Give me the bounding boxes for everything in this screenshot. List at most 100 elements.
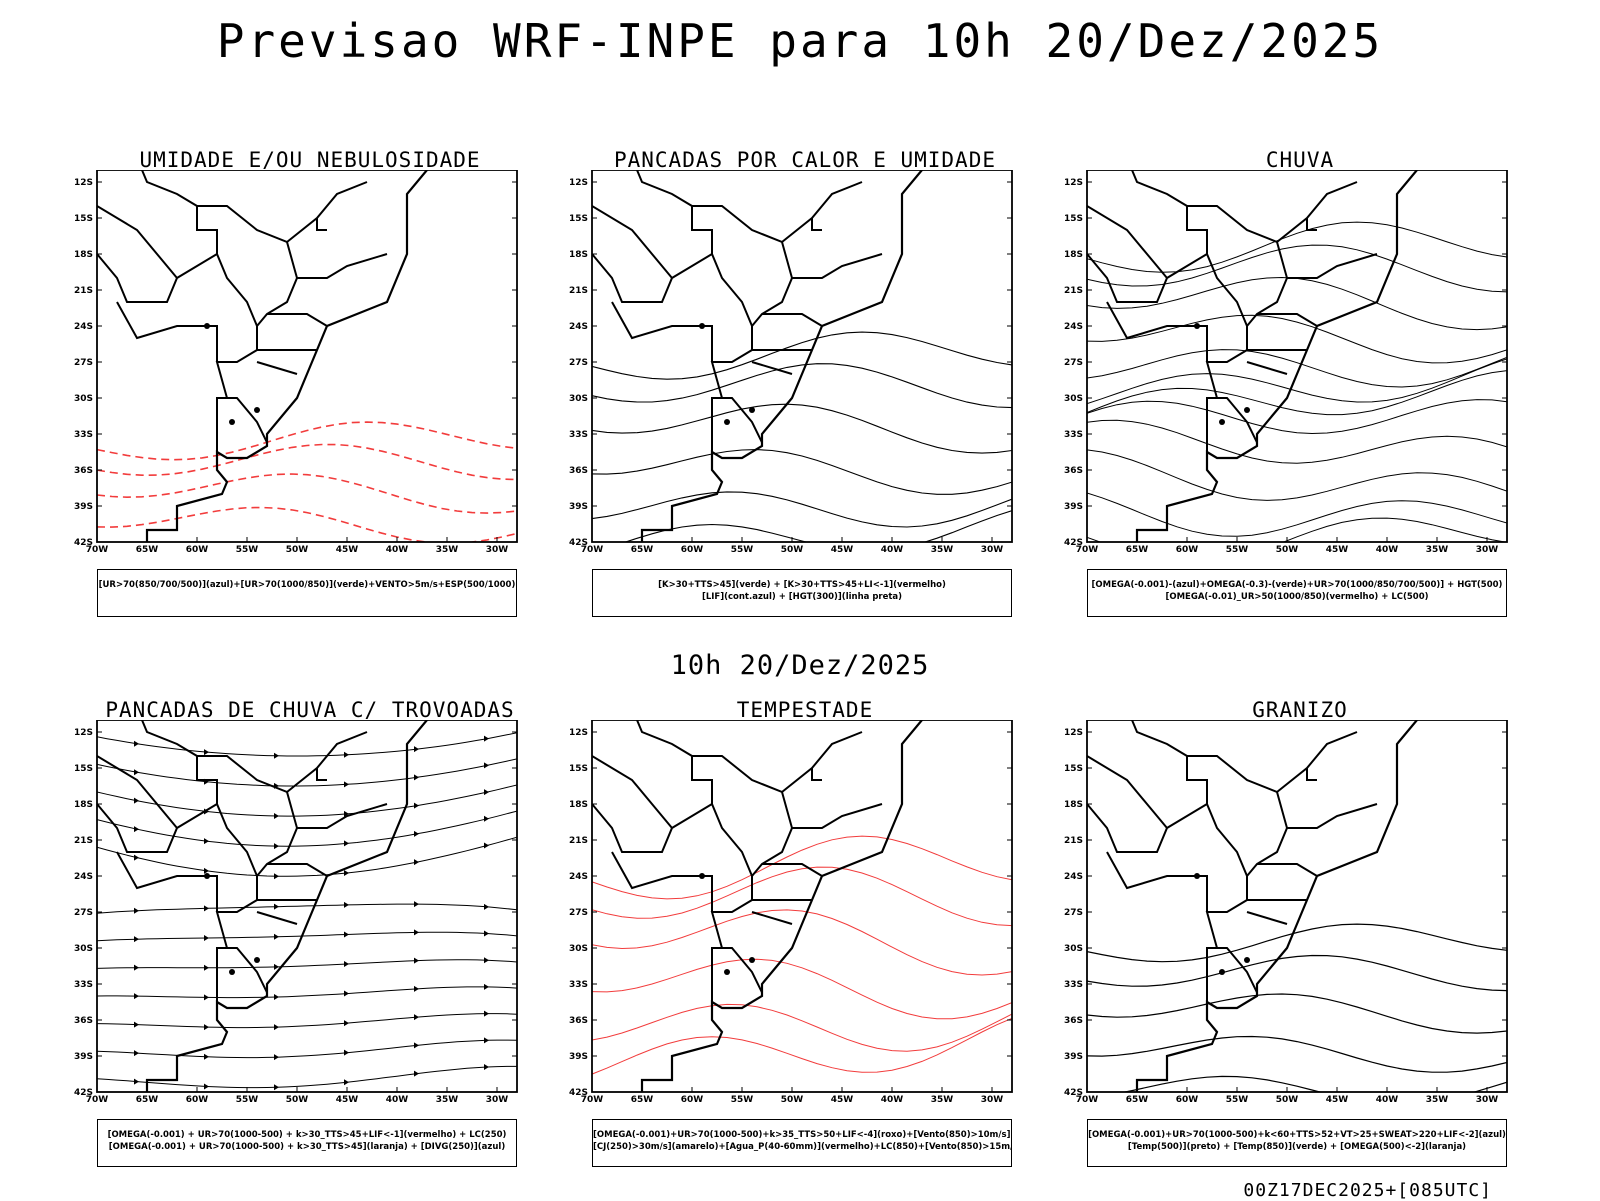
lon-tick-label: 35W — [1426, 1095, 1449, 1105]
lon-tick-label: 50W — [286, 1095, 309, 1105]
legend-line: [OMEGA(-0.001) + UR>70(1000-500) + k>30_… — [107, 1130, 507, 1140]
panel-granizo: GRANIZO121212-15-15-121212S15S18S21S24S2… — [1050, 698, 1550, 1188]
lat-tick-label: 15S — [74, 214, 93, 224]
lon-tick-label: 70W — [1076, 545, 1099, 555]
lon-tick-label: 40W — [881, 1095, 904, 1105]
lat-tick-label: 12S — [74, 178, 93, 188]
lat-tick-label: 27S — [569, 908, 588, 918]
lat-tick-label: 18S — [1064, 250, 1083, 260]
lat-tick-label: 18S — [569, 250, 588, 260]
lat-tick-label: 30S — [74, 944, 93, 954]
lat-tick-label: 42S — [1064, 1088, 1083, 1098]
lat-tick-label: 42S — [569, 538, 588, 548]
legend-line: [K>30+TTS>45](verde) + [K>30+TTS>45+LI<-… — [658, 580, 946, 590]
lon-tick-label: 50W — [286, 545, 309, 555]
map-plot: 4040404012S15S18S21S24S27S30S33S36S39S42… — [569, 720, 1013, 1105]
panel-title: UMIDADE E/OU NEBULOSIDADE — [139, 148, 481, 172]
lat-tick-label: 12S — [569, 178, 588, 188]
panel-title: TEMPESTADE — [736, 698, 874, 722]
lat-tick-label: 27S — [74, 358, 93, 368]
lat-tick-label: 39S — [1064, 502, 1083, 512]
middle-date: 10h 20/Dez/2025 — [670, 650, 930, 681]
lon-tick-label: 30W — [981, 545, 1004, 555]
lat-tick-label: 24S — [74, 322, 93, 332]
legend-box: [K>30+TTS>45](verde) + [K>30+TTS>45+LI<-… — [592, 569, 1012, 617]
thickness-dashed — [97, 421, 517, 542]
lon-tick-label: 70W — [1076, 1095, 1099, 1105]
lon-tick-label: 35W — [931, 545, 954, 555]
panel-pancadas-trovoadas: PANCADAS DE CHUVA C/ TROVOADAS 12S 15S 18S 2… — [60, 698, 560, 1188]
panel-title: PANCADAS POR CALOR E UMIDADE — [613, 148, 996, 172]
lat-tick-label: 27S — [569, 358, 588, 368]
map-frame — [1086, 170, 1508, 543]
lon-tick-label: 55W — [236, 1095, 259, 1105]
legend-line: [CJ(250)>30m/s](amarelo)+[Agua_P(40-60mm… — [593, 1142, 1011, 1152]
legend-box: [OMEGA(-0.001) + UR>70(1000-500) + k>30_… — [97, 1119, 517, 1167]
lat-tick-label: 21S — [569, 286, 588, 296]
legend-line: [OMEGA(-0.001)-(azul)+OMEGA(-0.3)-(verde… — [1091, 580, 1503, 590]
lon-tick-label: 50W — [1276, 1095, 1299, 1105]
lon-tick-label: 30W — [1476, 1095, 1499, 1105]
lc850-red — [592, 835, 1012, 1075]
lat-tick-label: 36S — [74, 1016, 93, 1026]
lat-tick-label: 15S — [569, 214, 588, 224]
lat-tick-label: 39S — [74, 502, 93, 512]
lat-tick-label: 12S — [74, 728, 93, 738]
legend-line: [OMEGA(-0.001) + UR>70(1000-500) + k>30_… — [108, 1142, 506, 1152]
lat-tick-label: 18S — [74, 800, 93, 810]
lat-tick-label: 36S — [74, 466, 93, 476]
map-frame — [96, 170, 518, 543]
legend-line: [OMEGA(-0.001)+UR>70(1000-500)+k<60+TTS>… — [1088, 1130, 1506, 1140]
panel-title: PANCADAS DE CHUVA C/ TROVOADAS — [105, 698, 515, 722]
lat-tick-label: 12S — [1064, 728, 1083, 738]
lon-tick-label: 60W — [1176, 545, 1199, 555]
lat-tick-label: 39S — [569, 502, 588, 512]
lon-tick-label: 35W — [436, 1095, 459, 1105]
lon-tick-label: 55W — [236, 545, 259, 555]
map-plot: 9600960096009600952094409280920094409380… — [569, 170, 1013, 555]
lat-tick-label: 21S — [74, 836, 93, 846]
lat-tick-label: 42S — [1064, 538, 1083, 548]
hgt-contours — [592, 331, 1012, 542]
lon-tick-label: 70W — [581, 545, 604, 555]
lon-tick-label: 55W — [731, 545, 754, 555]
legend-box: [OMEGA(-0.001)+UR>70(1000-500)+k<60+TTS>… — [1087, 1119, 1507, 1167]
lon-tick-label: 45W — [831, 545, 854, 555]
lon-tick-label: 30W — [486, 1095, 509, 1105]
lat-tick-label: 15S — [1064, 214, 1083, 224]
legend-box: [UR>70(850/700/500)](azul)+[UR>70(1000/8… — [97, 569, 517, 617]
lon-tick-label: 55W — [731, 1095, 754, 1105]
lat-tick-label: 15S — [1064, 764, 1083, 774]
lat-tick-label: 33S — [1064, 430, 1083, 440]
map-plot: 1012100810161016101210161020101210081008… — [74, 170, 518, 555]
lat-tick-label: 42S — [569, 1088, 588, 1098]
legend-line: [LIF](cont.azul) + [HGT(300)](linha pret… — [701, 592, 903, 602]
lat-tick-label: 12S — [1064, 178, 1083, 188]
temp500-black — [1087, 923, 1507, 1092]
lat-tick-label: 24S — [569, 872, 588, 882]
lon-tick-label: 65W — [136, 545, 159, 555]
lon-tick-label: 40W — [1376, 545, 1399, 555]
lon-tick-label: 65W — [631, 1095, 654, 1105]
lon-tick-label: 45W — [336, 545, 359, 555]
lon-tick-label: 70W — [86, 545, 109, 555]
lon-tick-label: 70W — [86, 1095, 109, 1105]
lon-tick-label: 45W — [1326, 1095, 1349, 1105]
panel-title: CHUVA — [1265, 148, 1335, 172]
lon-tick-label: 60W — [681, 1095, 704, 1105]
map-frame — [1086, 720, 1508, 1093]
lat-tick-label: 30S — [569, 944, 588, 954]
lat-tick-label: 18S — [569, 800, 588, 810]
lon-tick-label: 70W — [581, 1095, 604, 1105]
lat-tick-label: 33S — [1064, 980, 1083, 990]
lat-tick-label: 39S — [74, 1052, 93, 1062]
lat-tick-label: 33S — [74, 430, 93, 440]
panel-tempestade: TEMPESTADE4040404012S15S18S21S24S27S30S3… — [555, 698, 1055, 1188]
lon-tick-label: 60W — [186, 545, 209, 555]
lat-tick-label: 36S — [569, 1016, 588, 1026]
lat-tick-label: 42S — [74, 1088, 93, 1098]
lat-tick-label: 27S — [1064, 908, 1083, 918]
lon-tick-label: 60W — [681, 545, 704, 555]
lat-tick-label: 24S — [1064, 872, 1083, 882]
